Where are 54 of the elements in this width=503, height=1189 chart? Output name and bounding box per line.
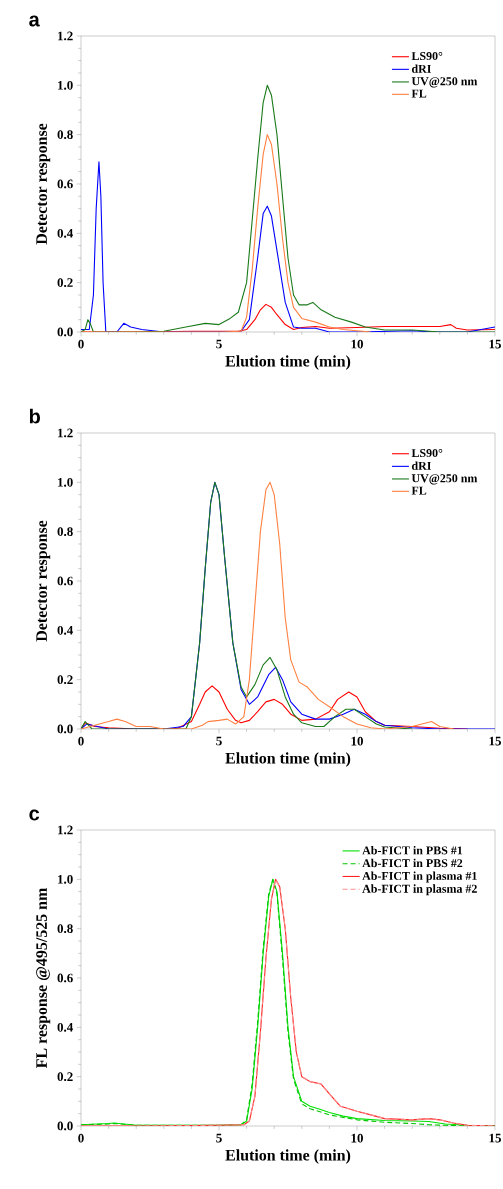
- legend-label: Ab-FICT in plasma #2: [362, 884, 477, 896]
- x-tick-label: 0: [78, 736, 84, 746]
- y-tick-label: 0.2: [57, 675, 73, 685]
- y-tick-label: 0.6: [57, 973, 73, 983]
- x-tick-label: 0: [78, 1133, 84, 1143]
- chart-title: b: [29, 408, 40, 424]
- legend-label: Ab-FICT in plasma #1: [362, 871, 477, 883]
- y-tick-label: 0.4: [57, 228, 73, 238]
- x-axis-title: Elution time (min): [225, 752, 351, 767]
- x-tick-label: 15: [489, 339, 501, 349]
- y-tick-label: 0.8: [57, 130, 73, 140]
- x-tick-label: 10: [351, 1133, 363, 1143]
- y-tick-label: 0.2: [57, 1072, 73, 1082]
- legend-label: LS90°: [411, 449, 443, 458]
- x-tick-label: 5: [216, 1133, 222, 1143]
- legend-label: dRI: [411, 64, 432, 73]
- y-axis-title: FL response @495/525 nm: [36, 888, 51, 1069]
- chart-title: a: [29, 15, 40, 27]
- legend-label: FL: [411, 89, 427, 98]
- y-tick-label: 1.0: [58, 80, 73, 90]
- y-tick-label: 1.2: [58, 428, 73, 438]
- x-axis-title: Elution time (min): [225, 1149, 351, 1164]
- x-tick-label: 15: [489, 736, 501, 746]
- x-tick-label: 0: [78, 339, 84, 349]
- y-tick-label: 0.0: [57, 1121, 73, 1131]
- legend-label: FL: [411, 486, 427, 495]
- x-tick-label: 5: [216, 736, 222, 746]
- x-tick-label: 10: [351, 736, 363, 746]
- y-tick-label: 1.0: [58, 874, 73, 884]
- y-tick-label: 0.6: [57, 179, 73, 189]
- chart-title: c: [29, 809, 40, 821]
- y-tick-label: 0.0: [57, 724, 73, 734]
- x-tick-label: 5: [216, 339, 222, 349]
- legend-label: Ab-FICT in PBS #1: [362, 846, 463, 855]
- y-axis-title: Detector response: [36, 123, 51, 245]
- legend-label: dRI: [411, 461, 432, 470]
- y-tick-label: 0.4: [57, 625, 73, 635]
- y-tick-label: 0.6: [57, 576, 73, 586]
- y-tick-label: 1.2: [58, 31, 73, 41]
- x-tick-label: 10: [351, 339, 363, 349]
- y-tick-label: 1.0: [58, 477, 73, 487]
- y-tick-label: 1.2: [58, 825, 73, 835]
- legend-label: UV@250 nm: [411, 77, 478, 88]
- y-tick-label: 0.4: [57, 1022, 73, 1032]
- legend-label: Ab-FICT in PBS #2: [362, 858, 463, 868]
- y-tick-label: 0.2: [57, 278, 73, 288]
- y-axis-title: Detector response: [36, 520, 51, 642]
- x-tick-label: 15: [489, 1133, 501, 1143]
- y-tick-label: 0.8: [57, 527, 73, 537]
- legend-label: LS90°: [411, 52, 443, 61]
- x-axis-title: Elution time (min): [225, 355, 351, 370]
- y-tick-label: 0.0: [57, 327, 73, 337]
- y-tick-label: 0.8: [57, 924, 73, 934]
- legend-label: UV@250 nm: [411, 474, 478, 485]
